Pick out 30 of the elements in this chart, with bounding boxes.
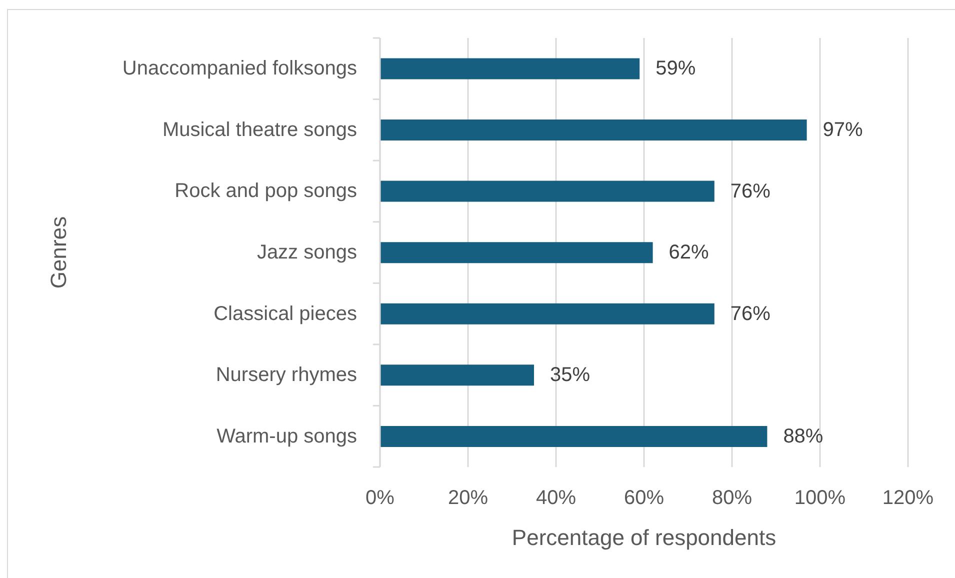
x-tick-label: 100%	[794, 487, 846, 509]
bar	[380, 426, 768, 447]
x-tick-label: 120%	[882, 487, 934, 509]
bar	[380, 58, 640, 80]
y-tick-label: Unaccompanied folksongs	[122, 58, 357, 80]
x-tick-label: 0%	[366, 487, 395, 509]
x-tick-label: 20%	[448, 487, 488, 509]
data-label: 88%	[783, 425, 824, 448]
data-label: 62%	[668, 242, 710, 264]
data-label: 35%	[550, 364, 590, 386]
data-label: 76%	[730, 302, 771, 325]
y-tick-label: Nursery rhymes	[216, 364, 357, 386]
y-tick-label: Jazz songs	[256, 242, 357, 264]
data-label: 76%	[730, 180, 771, 202]
y-tick-label: Rock and pop songs	[174, 180, 357, 202]
bar	[380, 303, 714, 324]
x-tick-label: 60%	[624, 487, 664, 509]
x-axis-title: Percentage of respondents	[512, 524, 776, 550]
y-tick-label: Warm-up songs	[216, 425, 357, 448]
data-label: 97%	[822, 119, 864, 142]
x-tick-label: 80%	[712, 487, 752, 509]
bar	[380, 120, 807, 141]
bar	[380, 242, 653, 264]
bar	[380, 180, 714, 202]
y-tick-label: Musical theatre songs	[162, 118, 357, 141]
x-tick-label: 40%	[536, 487, 576, 509]
y-axis-title: Genres	[46, 216, 70, 289]
data-label: 59%	[656, 58, 696, 80]
bar	[380, 364, 534, 386]
y-tick-label: Classical pieces	[214, 302, 357, 325]
